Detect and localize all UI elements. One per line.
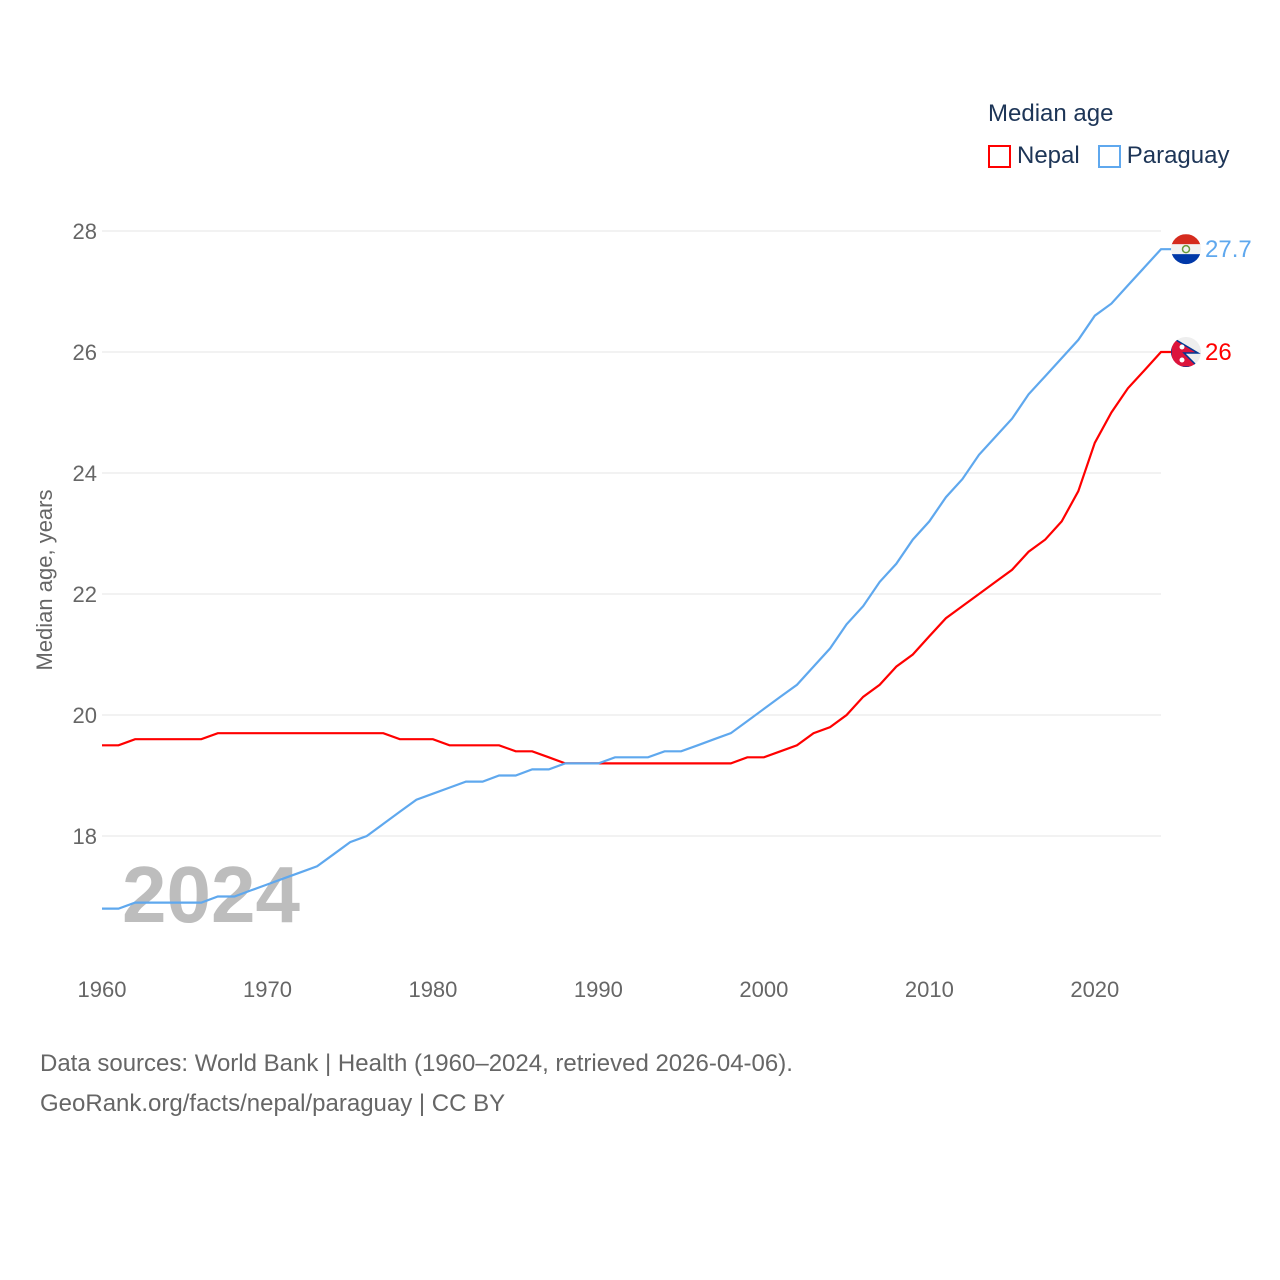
x-tick-label: 1960	[78, 977, 127, 1002]
x-tick-label: 2010	[905, 977, 954, 1002]
x-tick-label: 2000	[739, 977, 788, 1002]
source-note: Data sources: World Bank | Health (1960–…	[40, 1044, 793, 1124]
legend-label-nepal: Nepal	[1017, 142, 1080, 169]
legend-item-paraguay[interactable]: Paraguay	[1097, 142, 1230, 170]
legend-swatch-paraguay	[1097, 144, 1121, 168]
year-watermark: 2024	[122, 850, 300, 939]
y-tick-label: 22	[73, 582, 97, 607]
y-tick-label: 18	[73, 824, 97, 849]
x-tick-label: 1990	[574, 977, 623, 1002]
end-label-nepal: 26	[1205, 339, 1232, 366]
source-line-1: Data sources: World Bank | Health (1960–…	[40, 1050, 793, 1077]
series-line-nepal	[102, 350, 1172, 765]
legend-swatch-nepal	[988, 144, 1011, 168]
legend: Nepal Paraguay	[988, 142, 1229, 170]
x-tick-label: 2020	[1070, 977, 1119, 1002]
y-tick-label: 20	[73, 703, 97, 728]
source-line-2[interactable]: GeoRank.org/facts/nepal/paraguay | CC BY	[40, 1090, 506, 1117]
end-label-paraguay: 27.7	[1205, 236, 1252, 263]
y-axis-label: Median age, years	[32, 490, 57, 671]
y-tick-label: 26	[73, 340, 97, 365]
legend-title: Median age	[988, 100, 1114, 127]
series-line-paraguay	[102, 248, 1172, 910]
flag-paraguay-icon	[1171, 234, 1201, 265]
legend-item-nepal[interactable]: Nepal	[988, 142, 1080, 170]
flag-nepal-icon	[1171, 337, 1201, 367]
y-tick-label: 24	[73, 461, 97, 486]
x-tick-label: 1980	[408, 977, 457, 1002]
y-tick-label: 28	[73, 219, 97, 244]
x-tick-label: 1970	[243, 977, 292, 1002]
legend-label-paraguay: Paraguay	[1126, 142, 1230, 169]
